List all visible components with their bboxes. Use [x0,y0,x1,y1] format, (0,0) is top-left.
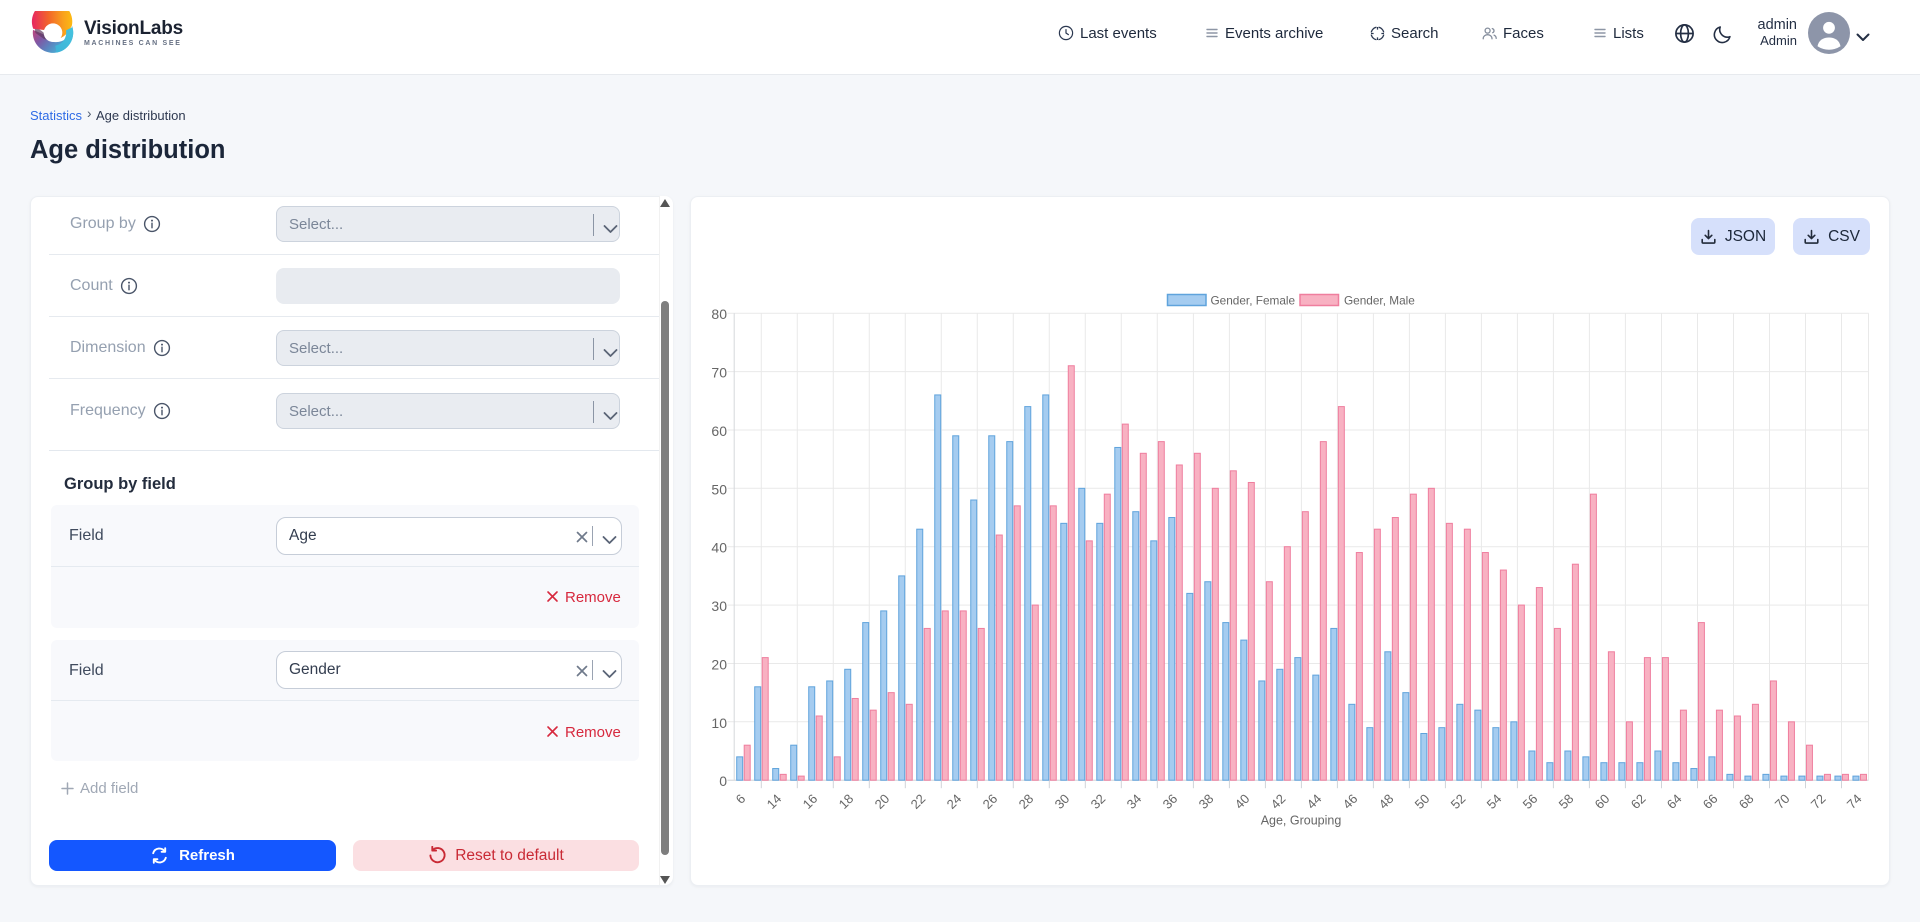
svg-text:56: 56 [1520,791,1541,812]
svg-text:80: 80 [711,306,727,322]
svg-text:50: 50 [711,481,727,497]
svg-text:18: 18 [836,791,857,812]
svg-text:26: 26 [980,791,1001,812]
svg-text:50: 50 [1412,791,1433,812]
svg-text:20: 20 [872,791,893,812]
svg-text:72: 72 [1808,791,1829,812]
svg-text:30: 30 [711,598,727,614]
svg-text:22: 22 [908,791,929,812]
svg-text:Age, Grouping: Age, Grouping [1261,814,1342,828]
svg-text:60: 60 [1592,791,1613,812]
svg-text:0: 0 [719,773,727,789]
svg-text:Gender, Female: Gender, Female [1211,294,1296,308]
svg-text:40: 40 [711,540,727,556]
svg-text:54: 54 [1484,791,1505,812]
svg-text:46: 46 [1340,791,1361,812]
svg-text:58: 58 [1556,791,1577,812]
svg-text:28: 28 [1016,791,1037,812]
svg-text:40: 40 [1232,791,1253,812]
svg-text:74: 74 [1844,791,1865,812]
svg-text:24: 24 [944,791,965,812]
svg-text:32: 32 [1088,791,1109,812]
svg-text:64: 64 [1664,791,1685,812]
svg-text:14: 14 [764,791,785,812]
svg-text:62: 62 [1628,791,1649,812]
svg-text:52: 52 [1448,791,1469,812]
svg-text:10: 10 [711,715,727,731]
svg-text:34: 34 [1124,791,1145,812]
svg-text:38: 38 [1196,791,1217,812]
svg-text:36: 36 [1160,791,1181,812]
svg-text:16: 16 [800,791,821,812]
svg-text:42: 42 [1268,791,1289,812]
svg-text:70: 70 [1772,791,1793,812]
svg-text:20: 20 [711,657,727,673]
svg-text:68: 68 [1736,791,1757,812]
svg-text:Gender, Male: Gender, Male [1344,294,1415,308]
svg-text:60: 60 [711,423,727,439]
svg-text:30: 30 [1052,791,1073,812]
svg-text:48: 48 [1376,791,1397,812]
svg-text:44: 44 [1304,791,1325,812]
svg-text:70: 70 [711,365,727,381]
svg-text:6: 6 [733,791,749,807]
svg-text:66: 66 [1700,791,1721,812]
